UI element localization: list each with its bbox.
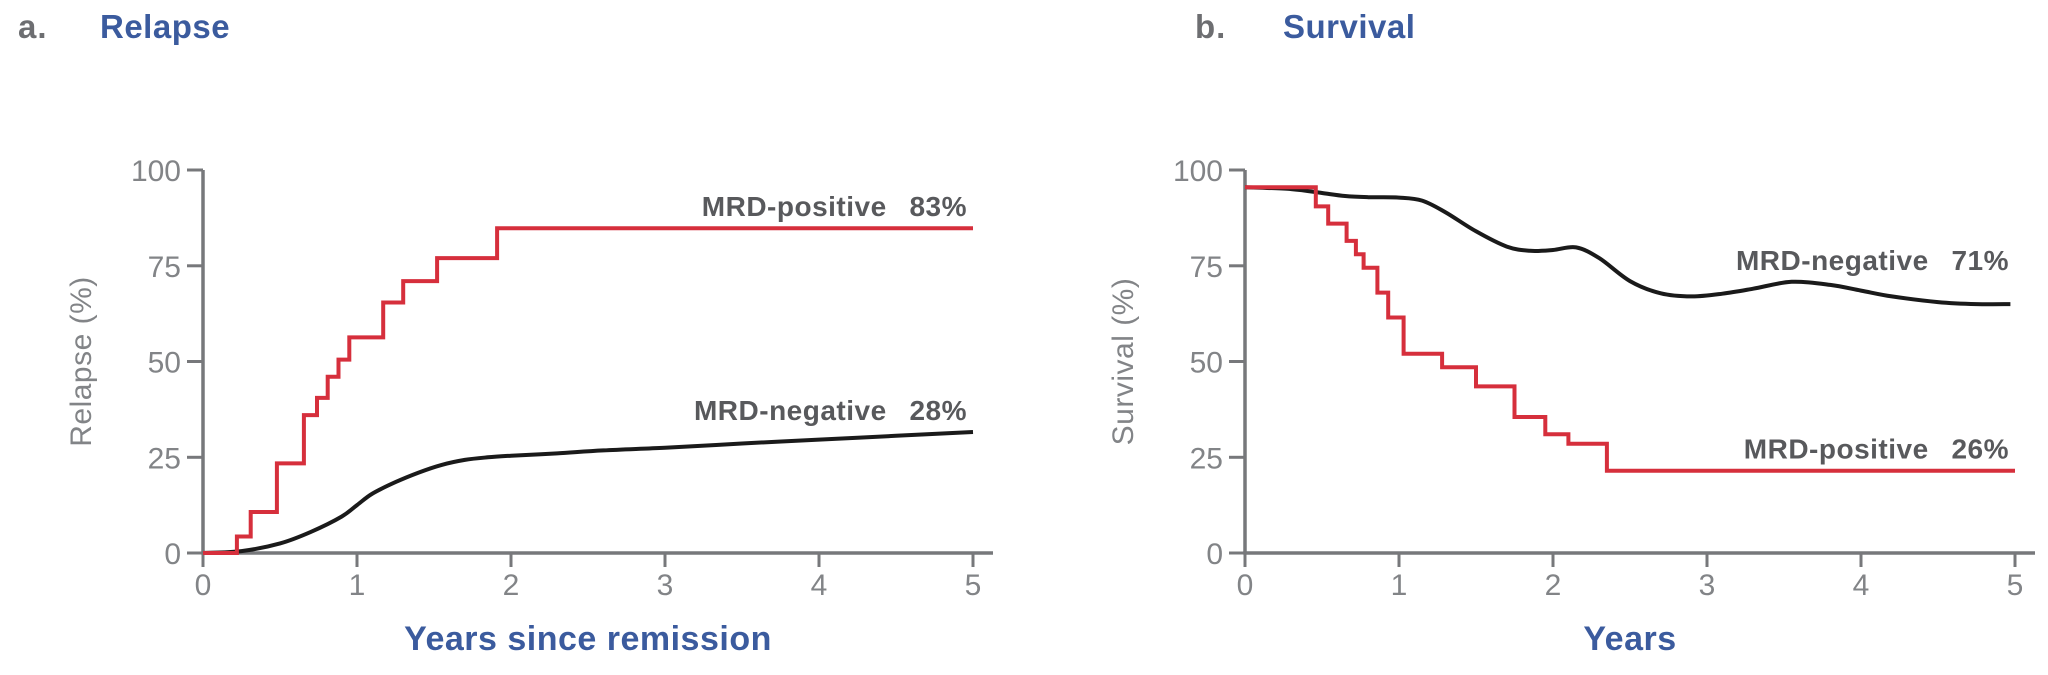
- x-tick-label: 1: [1391, 569, 1408, 602]
- panel-title-survival: Survival: [1283, 8, 1416, 45]
- x-tick-label: 0: [195, 569, 212, 602]
- curve-mrd-negative: [1244, 185, 2011, 307]
- x-tick-label: 4: [1853, 569, 1870, 602]
- x-tick-label: 5: [965, 569, 982, 602]
- x-axis-title: Years: [1583, 620, 1676, 658]
- curve-label-mrd-negative: MRD-negative 71%: [1736, 245, 2009, 276]
- x-tick-label: 5: [2007, 569, 2024, 602]
- y-tick-label: 75: [1190, 251, 1223, 284]
- curve-label-mrd-positive: MRD-positive 26%: [1744, 434, 2009, 465]
- y-tick-label: 50: [148, 347, 181, 380]
- curve-mrd-positive: [1245, 185, 2015, 473]
- curve-mrd-negative: [202, 430, 974, 555]
- y-tick-label: 50: [1190, 347, 1223, 380]
- x-tick-label: 3: [1699, 569, 1716, 602]
- panel-title-relapse: Relapse: [100, 8, 231, 45]
- x-tick-label: 0: [1237, 569, 1254, 602]
- curve-label-mrd-positive: MRD-positive 83%: [702, 191, 967, 222]
- panel-letter-b: b.: [1195, 8, 1227, 45]
- curve-mrd-positive: [203, 226, 973, 555]
- x-tick-label: 2: [503, 569, 520, 602]
- y-tick-label: 25: [148, 442, 181, 475]
- x-axis-title: Years since remission: [404, 620, 772, 658]
- y-tick-label: 100: [131, 155, 181, 188]
- y-axis-title: Relapse (%): [65, 276, 98, 447]
- y-axis-title: Survival (%): [1107, 278, 1140, 446]
- y-tick-label: 0: [164, 538, 181, 571]
- y-tick-label: 0: [1206, 538, 1223, 571]
- survival-chart: 0 25 50 75 100 0 1 2 3 4 5 Survival (%) Years MRD-neg…: [1107, 155, 2035, 658]
- x-tick-label: 4: [811, 569, 828, 602]
- curve-label-mrd-negative: MRD-negative 28%: [694, 395, 967, 426]
- panel-survival: b. Survival 0 25 50 75 100 0 1 2 3 4 5 Survival (%)…: [1024, 0, 2048, 675]
- y-tick-label: 25: [1190, 442, 1223, 475]
- panel-letter-a: a.: [18, 8, 48, 45]
- y-tick-label: 100: [1173, 155, 1223, 188]
- relapse-chart: 0 25 50 75 100 0 1 2 3 4 5 Relapse (%) Years since r…: [65, 155, 993, 658]
- panel-relapse: a. Relapse 0 25 50 75 100 0 1 2 3 4 5 Relapse (%) Ye…: [18, 8, 993, 658]
- y-tick-label: 75: [148, 251, 181, 284]
- x-tick-label: 2: [1545, 569, 1562, 602]
- x-tick-label: 1: [349, 569, 366, 602]
- x-tick-label: 3: [657, 569, 674, 602]
